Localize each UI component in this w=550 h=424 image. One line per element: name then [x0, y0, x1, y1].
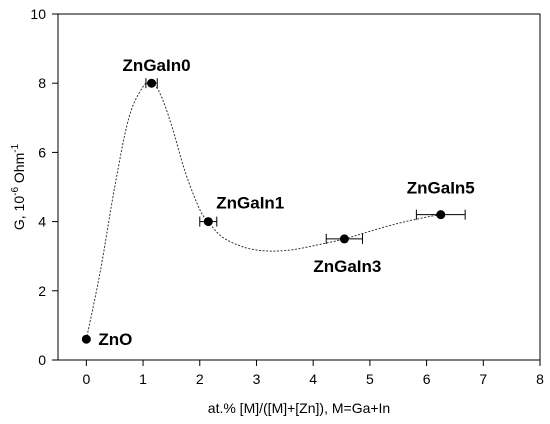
- y-tick-label: 4: [38, 214, 46, 230]
- data-point: [436, 210, 446, 220]
- point-label: ZnGaIn1: [216, 194, 284, 213]
- x-tick-label: 7: [479, 371, 487, 387]
- label-layer: ZnO ZnGaIn0 ZnGaIn1 ZnGaIn3 ZnGaIn5: [98, 56, 474, 349]
- y-tick-label: 2: [38, 283, 46, 299]
- x-tick-label: 4: [309, 371, 317, 387]
- point-label: ZnGaIn5: [407, 179, 475, 198]
- data-point: [203, 217, 213, 227]
- x-axis: 0 1 2 3 4 5 6 7 8: [82, 360, 544, 387]
- y-axis: 0 2 4 6 8 10: [30, 6, 58, 368]
- y-tick-label: 8: [38, 75, 46, 91]
- point-layer: [81, 78, 446, 344]
- plot-frame: [57, 13, 541, 361]
- y-tick-label: 10: [30, 6, 46, 22]
- plot-area: [57, 13, 541, 361]
- x-tick-label: 1: [139, 371, 147, 387]
- y-axis-title: G, 10-6 Ohm-1: [10, 143, 27, 230]
- x-tick-label: 5: [366, 371, 374, 387]
- x-axis-title: at.% [M]/([M]+[Zn]), M=Ga+In: [208, 400, 390, 416]
- point-label: ZnGaIn0: [123, 56, 191, 75]
- point-label: ZnGaIn3: [313, 257, 381, 276]
- x-tick-label: 3: [253, 371, 261, 387]
- x-tick-label: 2: [196, 371, 204, 387]
- x-tick-label: 6: [423, 371, 431, 387]
- data-point: [147, 78, 157, 88]
- data-point: [339, 234, 349, 244]
- y-tick-label: 0: [38, 352, 46, 368]
- x-tick-label: 8: [536, 371, 544, 387]
- y-tick-label: 6: [38, 144, 46, 160]
- x-tick-label: 0: [82, 371, 90, 387]
- point-label: ZnO: [98, 330, 132, 349]
- data-point: [81, 334, 91, 344]
